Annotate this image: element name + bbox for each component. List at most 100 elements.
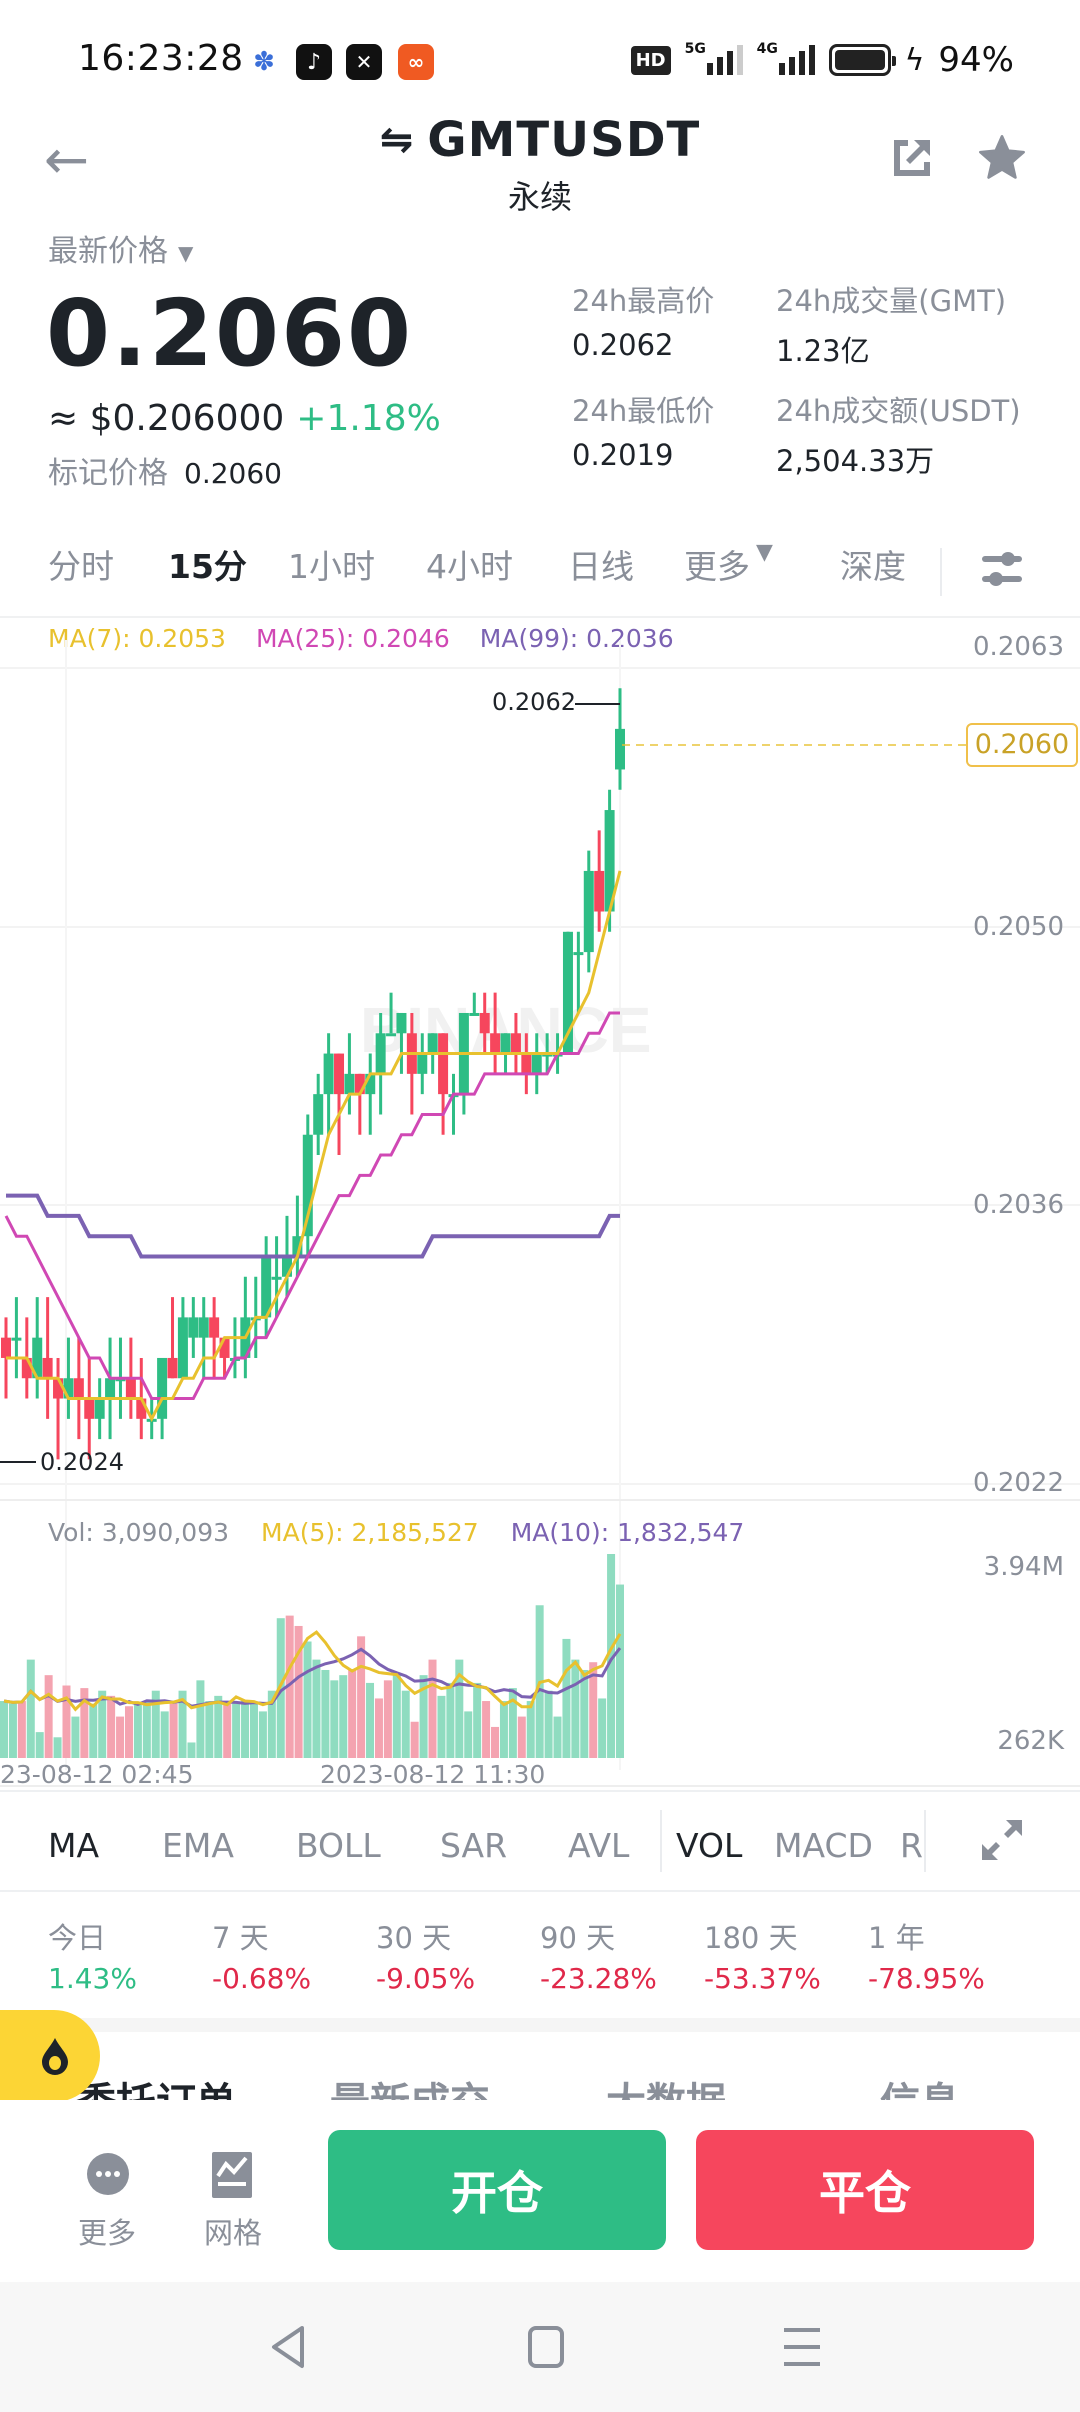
- pair-selector[interactable]: ⇋ GMTUSDT: [380, 112, 701, 168]
- nav-menu-icon[interactable]: [782, 2326, 822, 2368]
- tab-big-data[interactable]: 大数据: [606, 2070, 726, 2100]
- share-button[interactable]: [890, 136, 934, 180]
- candlestick-chart[interactable]: BINANCE: [0, 618, 1080, 1788]
- perf-label: 今日: [48, 1921, 107, 1955]
- tabs-divider: [940, 548, 942, 596]
- current-price-tag: 0.2060: [966, 723, 1078, 767]
- close-position-button[interactable]: 平仓: [696, 2130, 1034, 2250]
- indicator-sar[interactable]: SAR: [440, 1826, 508, 1865]
- volume-ma10-value: MA(10): 1,832,547: [510, 1518, 745, 1547]
- chart-settings-button[interactable]: [978, 546, 1026, 594]
- volume-legend: Vol: 3,090,093 MA(5): 2,185,527 MA(10): …: [48, 1518, 744, 1547]
- perf-label: 1 年: [868, 1921, 925, 1955]
- time-axis-label: 2023-08-12 11:30: [320, 1760, 546, 1789]
- perf-1y: -78.95%: [868, 1962, 985, 1995]
- indicator-vol[interactable]: VOL: [676, 1826, 743, 1865]
- last-price: 0.2060: [46, 280, 414, 387]
- ma25-value: MA(25): 0.2046: [255, 624, 450, 653]
- more-button[interactable]: [86, 2152, 130, 2196]
- stat-24h-high: 24h最高价 0.2062: [572, 284, 715, 362]
- tab-1h[interactable]: 1小时: [288, 547, 375, 586]
- mark-price: 0.2060: [184, 457, 282, 490]
- favorite-button[interactable]: [976, 132, 1028, 184]
- divider: [0, 1890, 1080, 1892]
- perf-label: 180 天: [704, 1921, 798, 1955]
- indicator-ema[interactable]: EMA: [162, 1826, 234, 1865]
- caret-down-icon: ▼: [178, 240, 194, 265]
- divider: [0, 1790, 1080, 1792]
- low-marker: 0.2024: [40, 1448, 124, 1476]
- tab-more[interactable]: 更多 ▼: [684, 540, 773, 586]
- indicator-macd[interactable]: MACD: [774, 1826, 873, 1865]
- caret-down-icon: ▼: [756, 540, 773, 565]
- tab-daily[interactable]: 日线: [568, 547, 634, 586]
- floating-action-button[interactable]: [0, 2010, 100, 2102]
- grid-trading-icon: [212, 2152, 252, 2198]
- perf-label: 90 天: [540, 1921, 616, 1955]
- flame-icon: [42, 2038, 68, 2075]
- nav-home-icon[interactable]: [526, 2324, 566, 2370]
- volume-value: Vol: 3,090,093: [48, 1518, 230, 1547]
- battery-icon: [828, 44, 896, 76]
- high-marker: 0.2062: [492, 688, 576, 716]
- pair-header: ⇋ GMTUSDT 永续: [0, 112, 1080, 218]
- pair-title: GMTUSDT: [427, 112, 701, 168]
- fiat-price-row: ≈ $0.206000 +1.18%: [48, 398, 441, 439]
- tab-time-share[interactable]: 分时: [48, 547, 114, 586]
- perf-180d: -53.37%: [704, 1962, 821, 1995]
- contract-type: 永续: [507, 178, 572, 216]
- more-label[interactable]: 更多: [78, 2216, 137, 2250]
- ma7-value: MA(7): 0.2053: [48, 624, 226, 653]
- tab-info[interactable]: 信息: [880, 2070, 960, 2100]
- indicator-ma[interactable]: MA: [48, 1826, 100, 1865]
- time-axis-label: 23-08-12 02:45: [0, 1760, 194, 1789]
- perf-30d: -9.05%: [376, 1962, 476, 1995]
- bottom-section-tabs: 委托订单 最新成交 大数据 信息: [0, 2060, 1080, 2100]
- hd-voice-icon: HD: [630, 45, 671, 75]
- tab-latest-trades[interactable]: 最新成交: [330, 2070, 490, 2100]
- price-axis-label: 0.2050: [973, 912, 1064, 942]
- capcut-icon: ✕: [346, 44, 382, 80]
- tiktok-icon: ♪: [296, 44, 332, 80]
- perf-7d: -0.68%: [212, 1962, 312, 1995]
- tab-15m[interactable]: 15分: [168, 547, 247, 586]
- fullscreen-button[interactable]: [978, 1816, 1026, 1864]
- grid-button[interactable]: [212, 2152, 256, 2198]
- mark-price-row: 标记价格 0.2060: [48, 448, 282, 492]
- price-type-label: 最新价格: [48, 234, 168, 269]
- perf-today: 1.43%: [48, 1962, 137, 1995]
- tab-open-orders[interactable]: 委托订单: [76, 2070, 236, 2100]
- divider: [0, 616, 1080, 618]
- back-arrow-icon: ←: [44, 128, 90, 191]
- star-icon: [979, 135, 1025, 179]
- volume-axis-min: 262K: [997, 1726, 1064, 1756]
- indicator-rsi[interactable]: R: [900, 1826, 923, 1865]
- change-percent: +1.18%: [296, 398, 441, 439]
- signal-4g-icon: 4G: [757, 41, 815, 75]
- charging-icon: ϟ: [904, 42, 925, 78]
- perf-90d: -23.28%: [540, 1962, 657, 1995]
- battery-percent: 94%: [938, 40, 1014, 80]
- price-axis-label: 0.2063: [973, 632, 1064, 662]
- indicator-boll[interactable]: BOLL: [296, 1826, 381, 1865]
- open-position-button[interactable]: 开仓: [328, 2130, 666, 2250]
- grid-label[interactable]: 网格: [204, 2216, 263, 2250]
- status-indicators: HD 5G 4G ϟ 94%: [630, 40, 1014, 80]
- stat-24h-low: 24h最低价 0.2019: [572, 394, 715, 472]
- price-type-dropdown[interactable]: 最新价格 ▼: [48, 226, 193, 270]
- kuaishou-icon: ∞: [398, 44, 434, 80]
- back-button[interactable]: ←: [44, 130, 104, 190]
- expand-icon: [982, 1820, 1022, 1860]
- volume-ma5-value: MA(5): 2,185,527: [261, 1518, 479, 1547]
- signal-5g-icon: 5G: [685, 41, 743, 75]
- section-divider: [0, 2018, 1080, 2032]
- baidu-icon: ✽: [246, 44, 282, 80]
- volume-axis-max: 3.94M: [983, 1552, 1064, 1582]
- nav-back-icon[interactable]: [268, 2324, 308, 2370]
- stat-24h-turnover: 24h成交额(USDT) 2,504.33万: [776, 394, 1021, 478]
- tab-4h[interactable]: 4小时: [426, 547, 513, 586]
- perf-label: 7 天: [212, 1921, 269, 1955]
- status-time: 16:23:28: [78, 38, 244, 79]
- indicator-avl[interactable]: AVL: [568, 1826, 630, 1865]
- tab-depth[interactable]: 深度: [840, 547, 906, 586]
